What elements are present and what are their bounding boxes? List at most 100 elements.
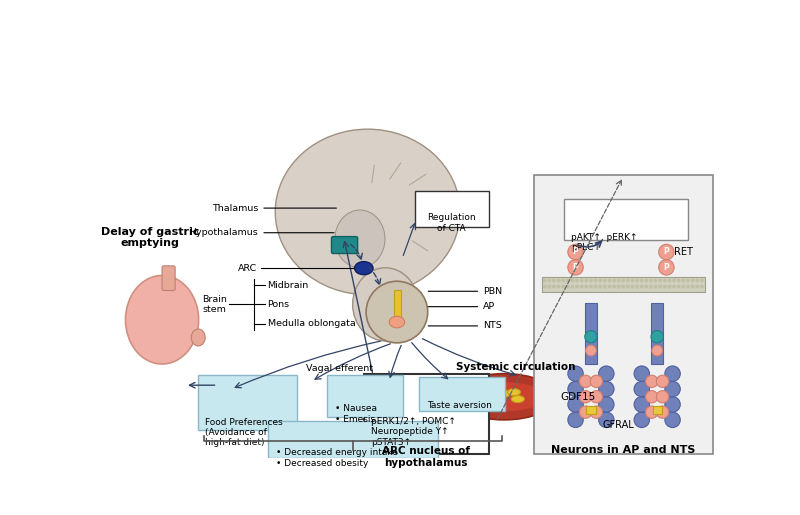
Ellipse shape: [484, 397, 498, 403]
Circle shape: [652, 345, 662, 356]
Circle shape: [570, 285, 574, 288]
Text: ARC: ARC: [238, 264, 258, 272]
Circle shape: [607, 279, 611, 282]
Text: pAKT↑, pERK↑
pPLC↑: pAKT↑, pERK↑ pPLC↑: [571, 233, 638, 252]
Text: Food Preferences
(Avoidance of
high-fat diet): Food Preferences (Avoidance of high-fat …: [205, 418, 283, 448]
Circle shape: [543, 279, 546, 282]
Circle shape: [579, 406, 592, 418]
Circle shape: [658, 279, 662, 282]
Bar: [586, 406, 595, 415]
Circle shape: [612, 279, 616, 282]
Text: Thalamus: Thalamus: [212, 203, 336, 213]
Circle shape: [645, 279, 648, 282]
Circle shape: [568, 366, 583, 381]
Circle shape: [695, 279, 699, 282]
FancyBboxPatch shape: [564, 199, 688, 241]
Circle shape: [626, 285, 630, 288]
Circle shape: [590, 390, 602, 403]
Text: Neurons in AP and NTS: Neurons in AP and NTS: [551, 445, 695, 455]
Circle shape: [568, 381, 583, 397]
Circle shape: [682, 279, 686, 282]
Ellipse shape: [486, 388, 499, 395]
FancyBboxPatch shape: [267, 421, 438, 458]
Circle shape: [645, 285, 648, 288]
Circle shape: [663, 285, 666, 288]
Text: AP: AP: [428, 302, 495, 311]
Bar: [394, 290, 401, 320]
Text: • Decreased energy intake
• Decreased obesity: • Decreased energy intake • Decreased ob…: [276, 449, 398, 468]
Ellipse shape: [354, 262, 373, 274]
Text: GDF15: GDF15: [560, 392, 595, 402]
Circle shape: [617, 279, 621, 282]
Ellipse shape: [507, 389, 521, 396]
Circle shape: [665, 366, 680, 381]
Circle shape: [552, 285, 556, 288]
Circle shape: [626, 279, 630, 282]
Circle shape: [617, 285, 621, 288]
Ellipse shape: [191, 329, 205, 346]
Circle shape: [603, 285, 606, 288]
Circle shape: [640, 279, 644, 282]
Ellipse shape: [511, 396, 524, 403]
Circle shape: [598, 412, 614, 427]
Circle shape: [590, 375, 602, 387]
Text: GFRAL: GFRAL: [602, 420, 634, 430]
Circle shape: [665, 397, 680, 412]
Text: P: P: [573, 248, 578, 256]
Ellipse shape: [452, 374, 556, 420]
Circle shape: [695, 285, 699, 288]
Bar: [653, 406, 662, 415]
Circle shape: [568, 260, 583, 275]
Circle shape: [672, 285, 676, 288]
Circle shape: [690, 279, 694, 282]
Circle shape: [700, 279, 704, 282]
Circle shape: [649, 285, 653, 288]
Circle shape: [635, 279, 639, 282]
Circle shape: [603, 279, 606, 282]
Circle shape: [568, 412, 583, 427]
Circle shape: [612, 285, 616, 288]
Circle shape: [594, 285, 598, 288]
Ellipse shape: [335, 210, 385, 268]
Circle shape: [657, 375, 669, 387]
FancyBboxPatch shape: [331, 236, 358, 253]
Ellipse shape: [390, 316, 405, 328]
Circle shape: [646, 390, 658, 403]
Text: NTS: NTS: [428, 321, 502, 331]
Text: Pons: Pons: [267, 300, 290, 309]
FancyBboxPatch shape: [419, 377, 505, 410]
FancyBboxPatch shape: [198, 375, 297, 430]
Text: P: P: [663, 263, 670, 272]
Circle shape: [598, 381, 614, 397]
Ellipse shape: [275, 129, 460, 295]
Circle shape: [547, 285, 551, 288]
Text: • Nausea
• Emesis: • Nausea • Emesis: [334, 404, 377, 424]
Circle shape: [580, 285, 584, 288]
Ellipse shape: [126, 276, 198, 364]
Circle shape: [665, 381, 680, 397]
Text: Systemic circulation: Systemic circulation: [456, 362, 575, 372]
Circle shape: [630, 279, 634, 282]
Circle shape: [589, 285, 593, 288]
Circle shape: [700, 285, 704, 288]
Circle shape: [634, 397, 650, 412]
Text: P: P: [663, 248, 670, 256]
Text: pERK1/2↑, POMC↑
Neuropeptide Y↑
pSTAT3↑: pERK1/2↑, POMC↑ Neuropeptide Y↑ pSTAT3↑: [370, 417, 456, 447]
Text: RET: RET: [674, 247, 693, 257]
Circle shape: [622, 285, 626, 288]
Ellipse shape: [498, 390, 510, 397]
Circle shape: [585, 285, 588, 288]
FancyBboxPatch shape: [162, 266, 175, 290]
FancyBboxPatch shape: [534, 175, 713, 454]
Circle shape: [654, 285, 658, 288]
Circle shape: [557, 279, 561, 282]
Circle shape: [562, 285, 565, 288]
Circle shape: [665, 412, 680, 427]
Circle shape: [657, 406, 669, 418]
Text: Brain
stem: Brain stem: [202, 295, 226, 314]
Circle shape: [646, 406, 658, 418]
Circle shape: [667, 279, 671, 282]
Circle shape: [586, 345, 596, 356]
Bar: [542, 277, 705, 292]
Circle shape: [589, 279, 593, 282]
